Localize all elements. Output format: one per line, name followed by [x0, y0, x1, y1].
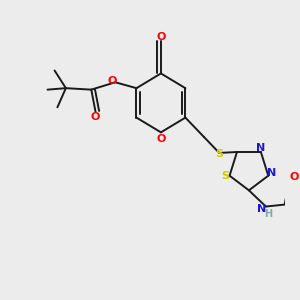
Text: O: O — [156, 32, 166, 42]
Text: O: O — [156, 134, 166, 144]
Text: H: H — [264, 208, 272, 219]
Text: O: O — [91, 112, 100, 122]
Text: N: N — [257, 205, 266, 214]
Text: O: O — [107, 76, 117, 86]
Text: N: N — [256, 142, 265, 153]
Text: S: S — [222, 171, 230, 181]
Text: N: N — [267, 168, 276, 178]
Text: O: O — [290, 172, 299, 182]
Text: S: S — [215, 149, 223, 159]
